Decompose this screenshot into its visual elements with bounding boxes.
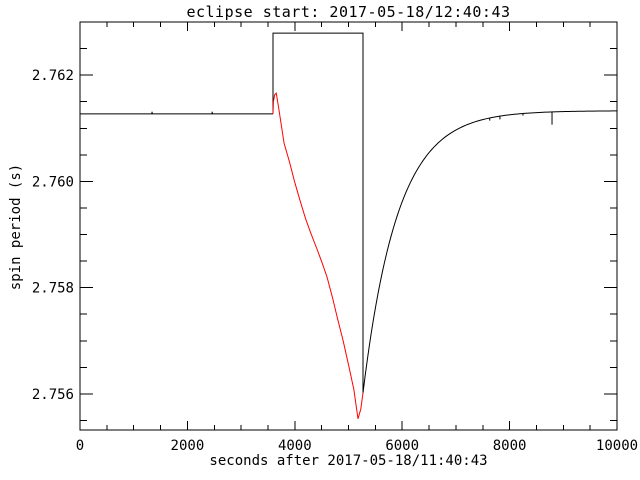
x-tick-label: 4000 <box>278 438 312 454</box>
x-tick-label: 8000 <box>493 438 527 454</box>
x-tick-label: 2000 <box>171 438 205 454</box>
series-post-eclipse-recovery <box>362 110 618 393</box>
y-tick-label: 2.758 <box>32 281 74 297</box>
y-tick-label: 2.760 <box>32 174 74 190</box>
y-tick-label: 2.762 <box>32 68 74 84</box>
x-tick-label: 10000 <box>596 438 638 454</box>
series-eclipse-spin-up <box>272 92 364 419</box>
series-pre-eclipse-baseline <box>80 111 273 115</box>
series-eclipse-marker-box <box>272 32 364 393</box>
plot-frame <box>79 21 618 431</box>
x-tick-label: 6000 <box>385 438 419 454</box>
x-tick-label: 0 <box>76 438 84 454</box>
y-tick-label: 2.756 <box>32 387 74 403</box>
